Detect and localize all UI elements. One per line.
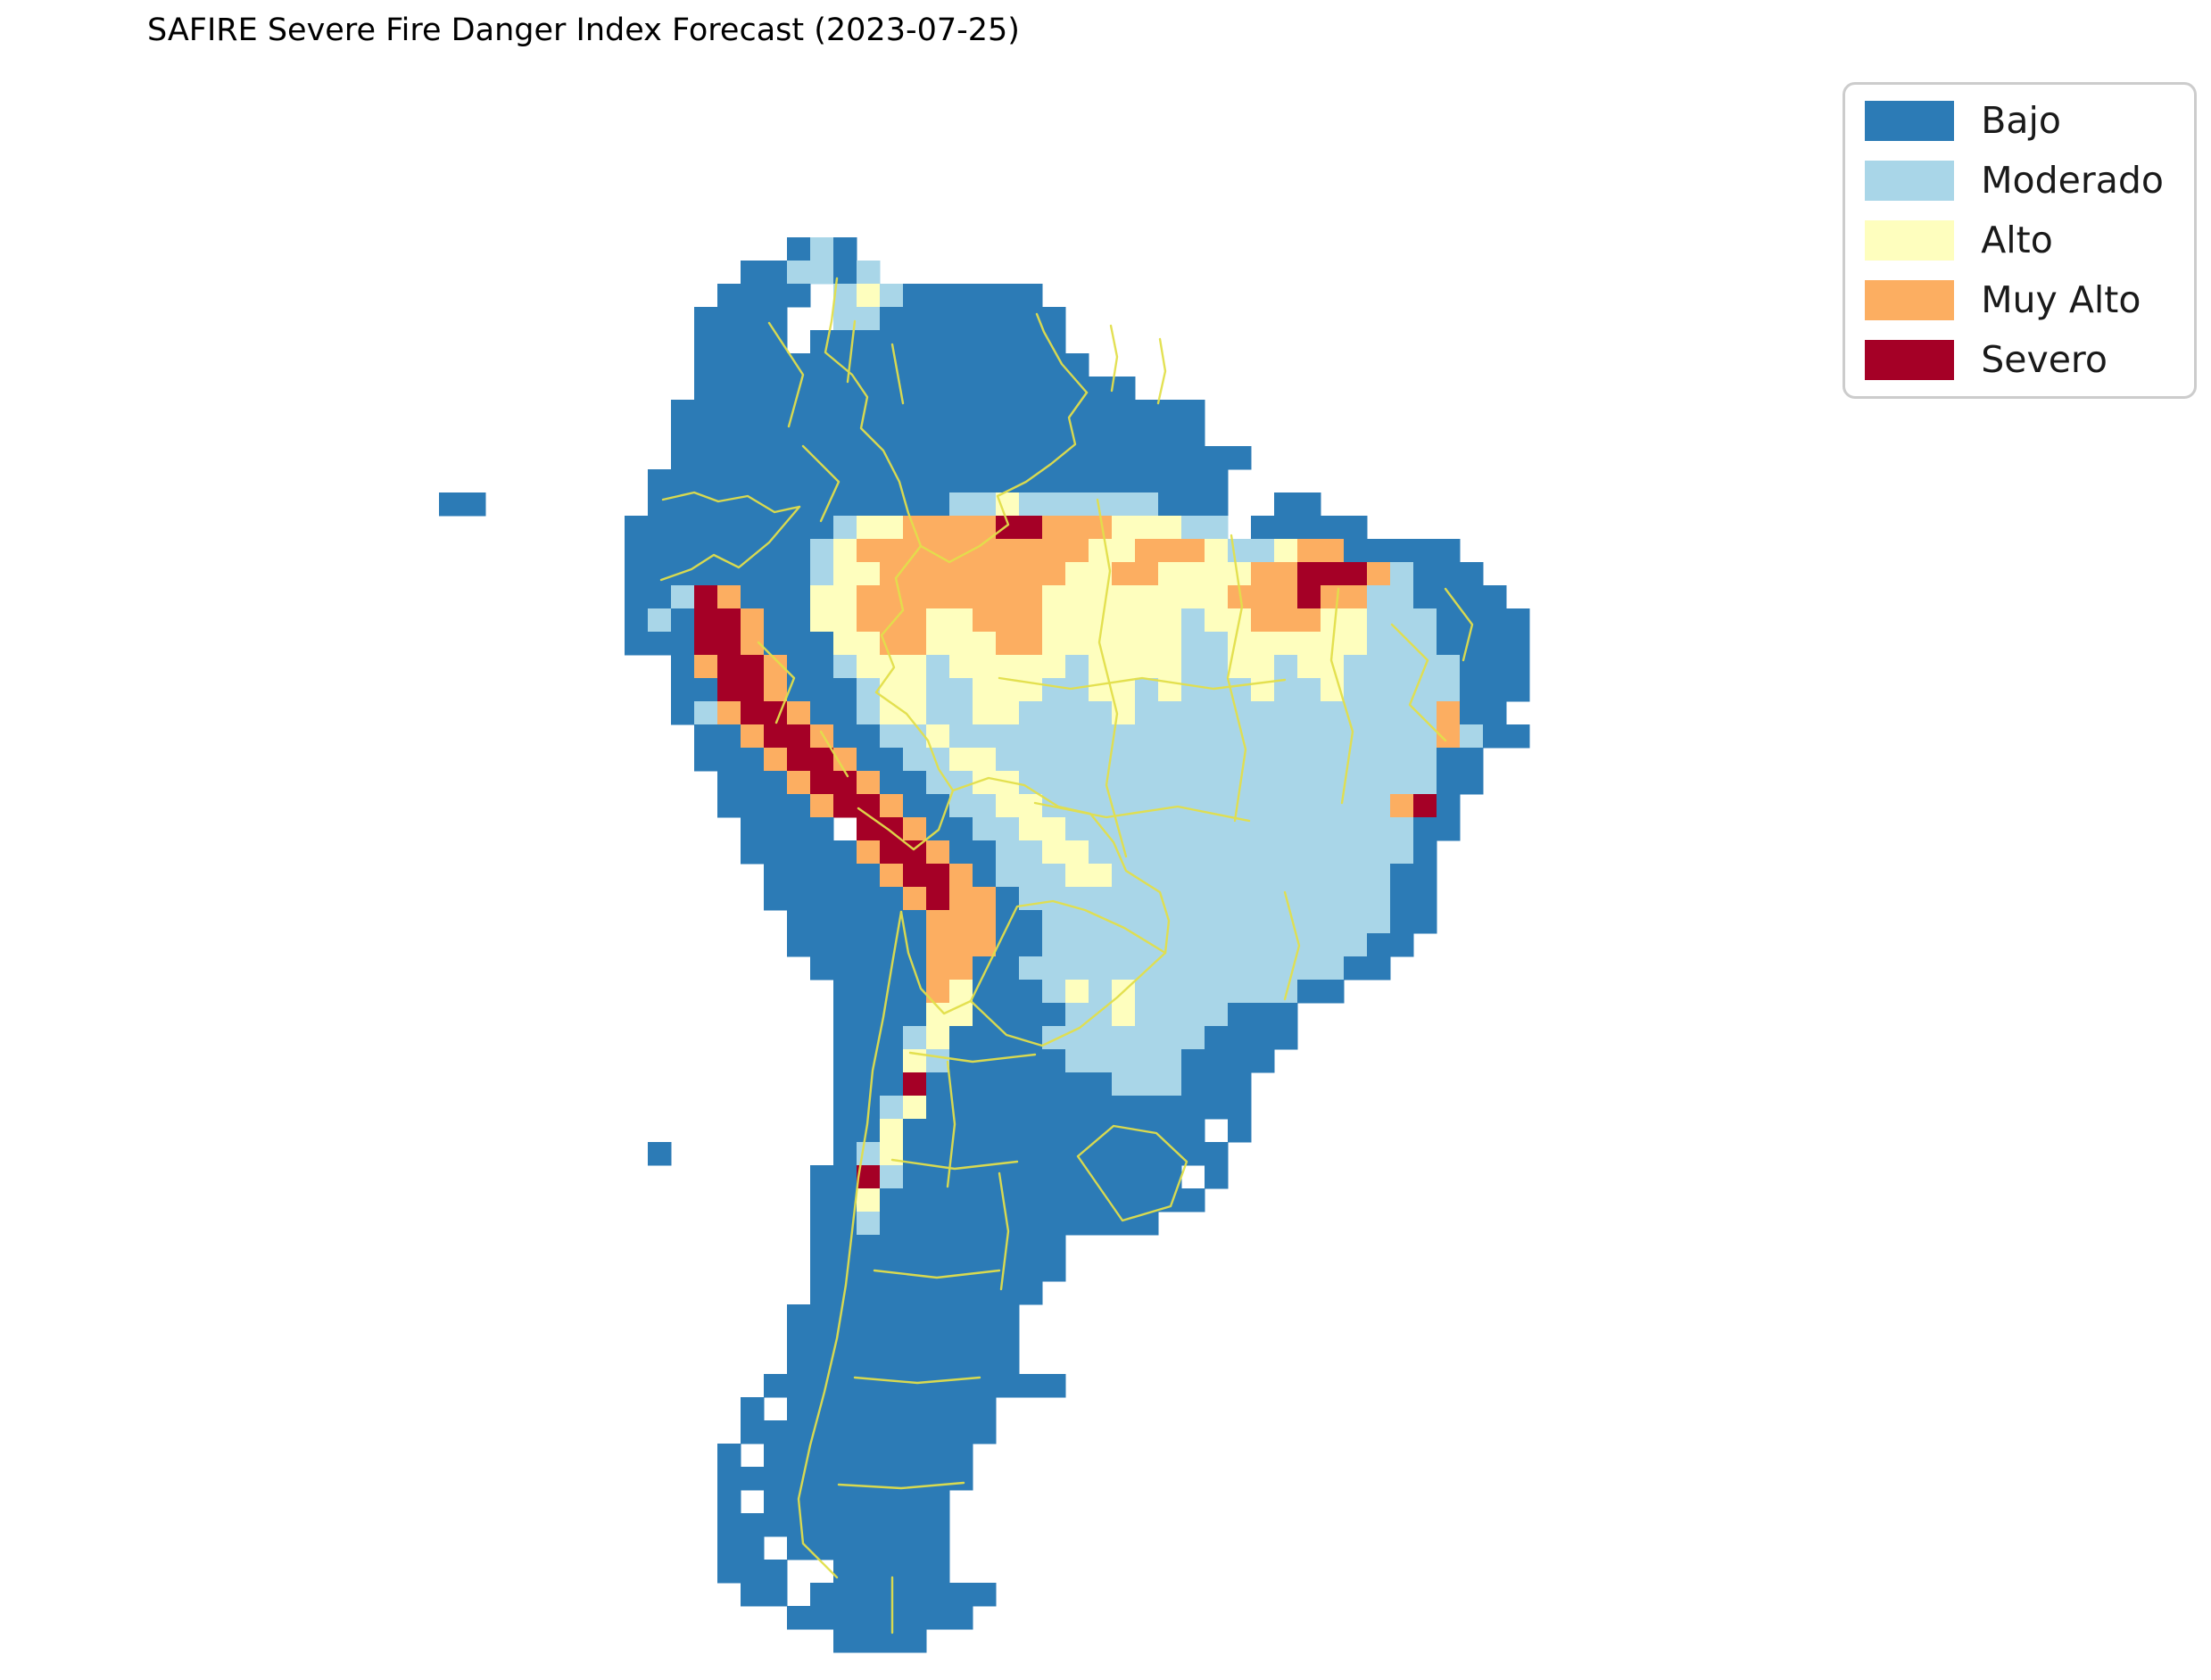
- admin-boundary-line: [1329, 587, 1354, 805]
- admin-boundary-line: [890, 1158, 1019, 1171]
- admin-boundary-line: [919, 391, 1089, 564]
- legend-box: Bajo Moderado Alto Muy Alto Severo: [1842, 82, 2197, 400]
- legend-swatch-moderado: [1865, 161, 1955, 202]
- admin-boundary-line: [1390, 623, 1447, 742]
- admin-boundary-line: [1156, 337, 1167, 405]
- admin-boundary-line: [757, 641, 796, 724]
- legend-label: Bajo: [1981, 99, 2061, 142]
- admin-boundary-line: [797, 910, 903, 1579]
- legend-item-alto: Alto: [1865, 220, 2164, 261]
- legend-swatch-bajo: [1865, 101, 1955, 142]
- admin-boundary-line: [1035, 312, 1089, 394]
- admin-boundary-line: [946, 1060, 956, 1188]
- legend-label: Alto: [1981, 219, 2053, 262]
- admin-boundary-line: [1096, 498, 1128, 858]
- admin-boundary-line: [1283, 890, 1301, 1001]
- admin-boundary-line: [873, 1269, 1001, 1279]
- legend-label: Moderado: [1981, 159, 2164, 203]
- legend-label: Muy Alto: [1981, 278, 2141, 322]
- admin-boundary-line: [1033, 801, 1251, 823]
- legend-item-muy-alto: Muy Alto: [1865, 278, 2164, 322]
- legend-item-bajo: Bajo: [1865, 99, 2164, 142]
- admin-boundary-line: [899, 910, 973, 1015]
- admin-boundary-line: [1076, 1124, 1188, 1222]
- admin-boundary-line: [908, 1051, 1037, 1063]
- admin-boundary-line: [890, 343, 905, 405]
- admin-boundary-line: [767, 321, 805, 428]
- admin-boundary-line: [819, 730, 849, 778]
- admin-boundary-line: [998, 1171, 1010, 1291]
- legend-swatch-severo: [1865, 340, 1955, 381]
- admin-boundary-line: [846, 319, 857, 384]
- admin-boundary-line: [857, 789, 955, 851]
- admin-boundary-line: [969, 951, 1167, 1047]
- legend-label: Severo: [1981, 338, 2107, 382]
- admin-boundary-line: [951, 776, 1171, 955]
- admin-boundary-line: [1226, 534, 1247, 823]
- figure-title: SAFIRE Severe Fire Danger Index Forecast…: [147, 12, 1020, 48]
- legend-swatch-alto: [1865, 220, 1955, 261]
- admin-boundary-line: [659, 505, 801, 582]
- admin-boundary-line: [969, 899, 1167, 1003]
- admin-boundaries: [659, 277, 1474, 1634]
- admin-boundary-line: [853, 1376, 981, 1385]
- legend-item-severo: Severo: [1865, 338, 2164, 382]
- legend-swatch-muy-alto: [1865, 280, 1955, 321]
- admin-boundary-line: [837, 1481, 965, 1490]
- admin-boundary-line: [1109, 324, 1119, 393]
- admin-boundary-line: [1444, 587, 1474, 662]
- admin-boundary-line: [661, 491, 801, 514]
- admin-boundary-line: [998, 676, 1287, 691]
- danger-raster-cells: [439, 237, 1530, 1653]
- admin-boundary-line: [801, 444, 841, 523]
- admin-boundary-line: [874, 576, 955, 792]
- legend-item-moderado: Moderado: [1865, 159, 2164, 203]
- admin-boundary-line: [824, 277, 923, 580]
